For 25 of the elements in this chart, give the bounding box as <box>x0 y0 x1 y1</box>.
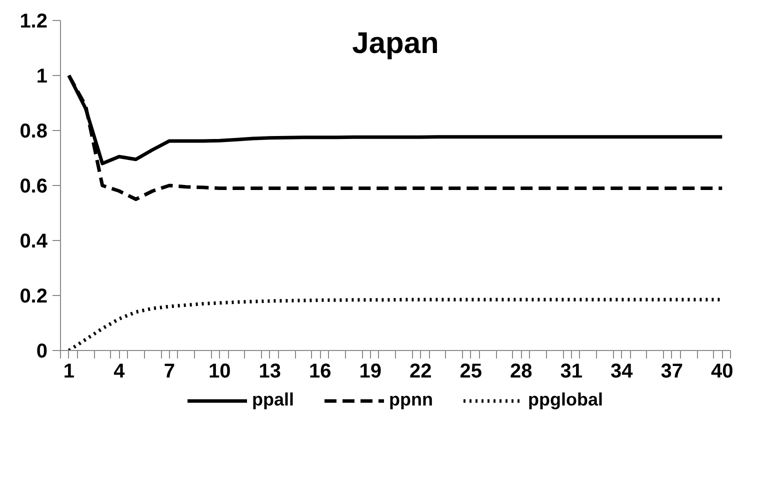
x-tick-label: 28 <box>510 360 532 382</box>
x-tick-label: 25 <box>460 360 482 382</box>
x-tick-label: 13 <box>258 360 281 382</box>
legend-label: ppglobal <box>528 390 603 410</box>
y-tick-label: 0.2 <box>20 286 48 308</box>
y-tick-label: 0.4 <box>20 230 48 252</box>
chart-title: Japan <box>352 27 439 60</box>
x-tick-label: 16 <box>309 360 332 382</box>
x-tick-label: 10 <box>208 360 231 382</box>
y-tick-label: 0 <box>36 340 48 362</box>
x-tick-label: 7 <box>164 360 175 382</box>
x-tick-label: 40 <box>711 360 734 382</box>
x-tick-label: 31 <box>560 360 582 382</box>
x-tick-label: 19 <box>359 360 382 382</box>
y-tick-label: 0.6 <box>20 176 48 198</box>
x-tick-label: 22 <box>410 360 432 382</box>
x-tick-label: 4 <box>114 360 126 382</box>
x-tick-label: 1 <box>63 360 74 382</box>
y-tick-label: 1 <box>36 66 48 88</box>
y-tick-label: 1.2 <box>20 10 48 32</box>
x-tick-label: 34 <box>610 360 634 382</box>
legend-label: ppnn <box>389 390 433 410</box>
y-tick-label: 0.8 <box>20 120 48 142</box>
x-tick-label: 37 <box>660 360 683 382</box>
legend-label: ppall <box>252 390 294 410</box>
